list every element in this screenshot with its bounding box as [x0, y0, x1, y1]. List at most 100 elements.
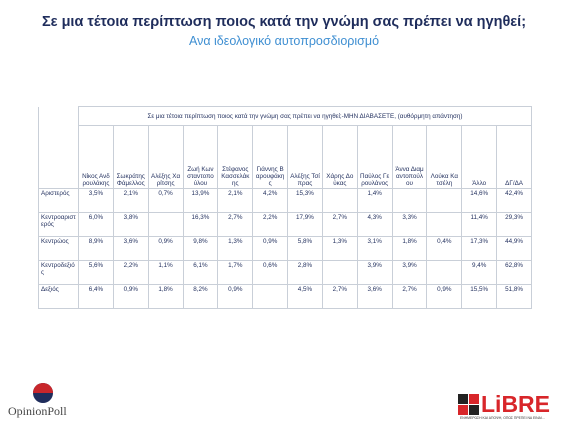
table-cell: 8,9% — [78, 236, 114, 261]
libre-tagline: ΕΝΗΜΕΡΩΣΗ ΚΑΙ ΑΠΟΨΗ, ΟΠΩΣ ΠΡΕΠΕΙ ΝΑ ΕΙΝΑ… — [460, 416, 545, 420]
table-cell: 2,8% — [287, 260, 323, 285]
table-cell: 0,9% — [147, 236, 184, 261]
table-cell: 9,8% — [182, 236, 219, 261]
table-cell: 0,9% — [252, 236, 289, 261]
table-row: Αριστερός 3,5% 2,1% 0,7% 13,9% 2,1% 4,2% 15,3% 1… — [38, 188, 532, 213]
table-cell: 1,8% — [147, 284, 184, 309]
column-header: Άλλο — [461, 125, 498, 189]
table-cell: 5,8% — [287, 236, 323, 261]
libre-logo: LiBRE — [481, 391, 550, 417]
table-caption: Σε μια τέτοια περίπτωση ποιος κατά την γ… — [78, 106, 532, 126]
table-cell: 4,3% — [356, 212, 393, 237]
table-row: Κεντρώος 8,9% 3,6% 0,9% 9,8% 1,3% 0,9% 5,8% 1,3%… — [38, 236, 532, 261]
table-cell: 15,3% — [287, 188, 323, 213]
table-cell: 2,7% — [391, 284, 428, 309]
row-label: Δεξιός — [38, 284, 79, 309]
table-cell: 6,1% — [182, 260, 219, 285]
column-header: Στέφανος Κασσελάκης — [217, 125, 254, 189]
row-label: Κεντροδεξιός — [38, 260, 79, 285]
table-cell: 1,1% — [147, 260, 184, 285]
table-cell — [147, 212, 184, 237]
table-cell: 2,7% — [321, 284, 358, 309]
icon-square — [469, 405, 479, 415]
table-cell: 3,9% — [356, 260, 393, 285]
table-cell: 16,3% — [182, 212, 219, 237]
row-label: Κεντροαριστερός — [38, 212, 79, 237]
table-cell: 2,7% — [321, 212, 358, 237]
table-cell: 42,4% — [496, 188, 532, 213]
header-row: Νίκος Ανδρουλάκης Σωκράτης Φάμελλος Αλέξης… — [39, 125, 532, 189]
table-cell: 2,2% — [112, 260, 149, 285]
table-cell — [426, 260, 463, 285]
table-cell: 44,9% — [496, 236, 532, 261]
row-label: Αριστερός — [38, 188, 79, 213]
header-row: Σε μια τέτοια περίπτωση ποιος κατά την γ… — [38, 106, 532, 189]
table-row: Κεντροαριστερός 6,0% 3,8% 16,3% 2,7% 2,2% 17,9… — [38, 212, 532, 237]
data-table: Σε μια τέτοια περίπτωση ποιος κατά την γ… — [38, 106, 532, 309]
table-cell: 11,4% — [461, 212, 498, 237]
table-cell: 3,6% — [112, 236, 149, 261]
table-cell — [426, 212, 463, 237]
opinionpoll-icon — [33, 383, 53, 403]
table-cell: 1,7% — [217, 260, 254, 285]
table-cell — [321, 188, 358, 213]
table-cell: 3,6% — [356, 284, 393, 309]
table-cell: 4,5% — [287, 284, 323, 309]
table-cell: 15,5% — [461, 284, 498, 309]
table-cell: 3,5% — [78, 188, 114, 213]
column-header: Αλέξης Χαρίτσης — [147, 125, 184, 189]
table-cell — [391, 188, 428, 213]
table-cell: 51,8% — [496, 284, 532, 309]
table-cell: 3,3% — [391, 212, 428, 237]
column-header: Σωκράτης Φάμελλος — [112, 125, 149, 189]
table-cell: 3,1% — [356, 236, 393, 261]
table-cell: 3,9% — [391, 260, 428, 285]
table-cell: 1,3% — [321, 236, 358, 261]
table-cell: 0,9% — [426, 284, 463, 309]
column-header: ΔΓ/ΔΑ — [496, 125, 532, 189]
table-row: Δεξιός 6,4% 0,9% 1,8% 8,2% 0,9% 4,5% 2,7% 3,6% 2,… — [38, 284, 532, 309]
libre-icon — [458, 394, 479, 415]
logo-half — [33, 383, 53, 393]
column-header: Λούκα Κατσέλη — [426, 125, 463, 189]
table-cell: 2,1% — [112, 188, 149, 213]
column-header: Παύλος Γερουλάνος — [356, 125, 393, 189]
table-cell: 8,2% — [182, 284, 219, 309]
table-cell: 0,7% — [147, 188, 184, 213]
table-cell: 0,4% — [426, 236, 463, 261]
subtitle: Ανα ιδεολογικό αυτοπροσδιορισμό — [188, 34, 380, 48]
icon-square — [458, 394, 468, 404]
opinionpoll-logo: OpinionPoll — [8, 404, 67, 418]
column-header: Άννα Διαμαντοπούλου — [391, 125, 428, 189]
icon-square — [458, 405, 468, 415]
table-cell: 62,8% — [496, 260, 532, 285]
table-cell: 3,8% — [112, 212, 149, 237]
table-cell: 14,6% — [461, 188, 498, 213]
title: Σε μια τέτοια περίπτωση ποιος κατά την γ… — [41, 14, 527, 30]
table-cell: 17,3% — [461, 236, 498, 261]
table-cell: 9,4% — [461, 260, 498, 285]
icon-square — [469, 394, 479, 404]
table-cell — [321, 260, 358, 285]
table-cell: 2,2% — [252, 212, 289, 237]
table-cell: 29,3% — [496, 212, 532, 237]
corner-cell — [38, 106, 79, 189]
row-label: Κεντρώος — [38, 236, 79, 261]
column-header: Χάρης Δούκας — [321, 125, 358, 189]
table-cell: 0,9% — [112, 284, 149, 309]
table-cell: 6,0% — [78, 212, 114, 237]
table-cell: 5,6% — [78, 260, 114, 285]
column-header: Ζωή Κωνσταντοπούλου — [182, 125, 219, 189]
table-cell: 0,6% — [252, 260, 289, 285]
table-cell: 1,4% — [356, 188, 393, 213]
column-header: Νίκος Ανδρουλάκης — [78, 125, 114, 189]
table-cell: 6,4% — [78, 284, 114, 309]
table-cell: 2,7% — [217, 212, 254, 237]
table-cell: 0,9% — [217, 284, 254, 309]
table-cell: 4,2% — [252, 188, 289, 213]
table-cell — [252, 284, 289, 309]
table-cell: 13,9% — [182, 188, 219, 213]
table-cell: 17,9% — [287, 212, 323, 237]
table-cell: 2,1% — [217, 188, 254, 213]
